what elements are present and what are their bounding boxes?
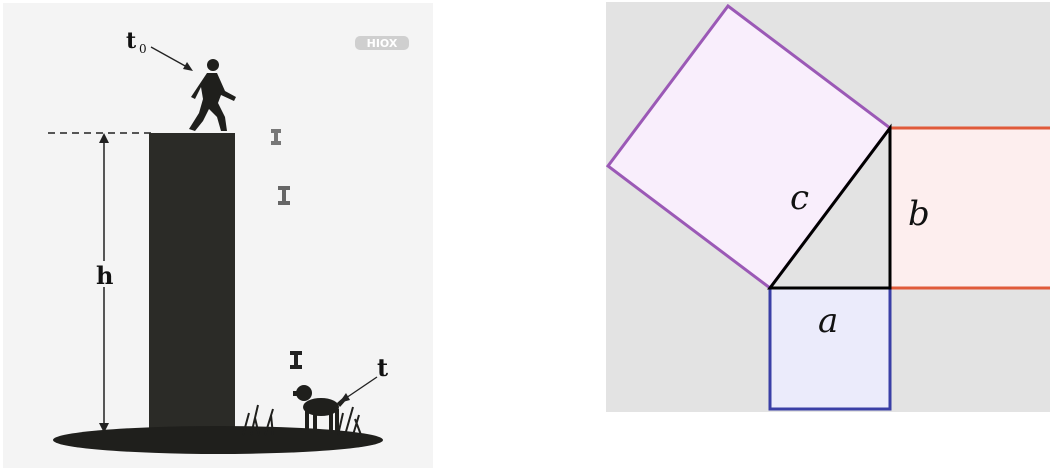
falling-object-3 (290, 351, 302, 369)
height-label: h (96, 261, 113, 290)
falling-object-1 (271, 129, 281, 145)
grass (242, 404, 362, 436)
t-arrow (339, 376, 378, 403)
person-icon (189, 59, 236, 131)
free-fall-diagram: HIOX h t 0 (3, 3, 433, 468)
label-b: b (908, 194, 930, 234)
pythagorean-diagram: c b a (606, 2, 1050, 412)
t0-subscript: 0 (139, 42, 147, 56)
right-triangle (767, 123, 892, 290)
label-c: c (790, 178, 809, 218)
square-c (606, 3, 893, 291)
t0-label: t (126, 28, 137, 54)
label-a: a (818, 301, 838, 341)
tower (149, 133, 235, 435)
square-b (888, 126, 1050, 290)
watermark-badge (355, 36, 409, 50)
falling-object-2 (278, 186, 290, 205)
free-fall-svg: HIOX h t 0 (48, 28, 409, 454)
square-a (768, 286, 892, 411)
ground (53, 426, 383, 454)
watermark-text: HIOX (367, 37, 398, 50)
t-label: t (377, 353, 388, 382)
pythagorean-svg: c b a (606, 3, 1050, 411)
t0-arrow (150, 46, 193, 71)
h-label-bg (91, 261, 117, 287)
